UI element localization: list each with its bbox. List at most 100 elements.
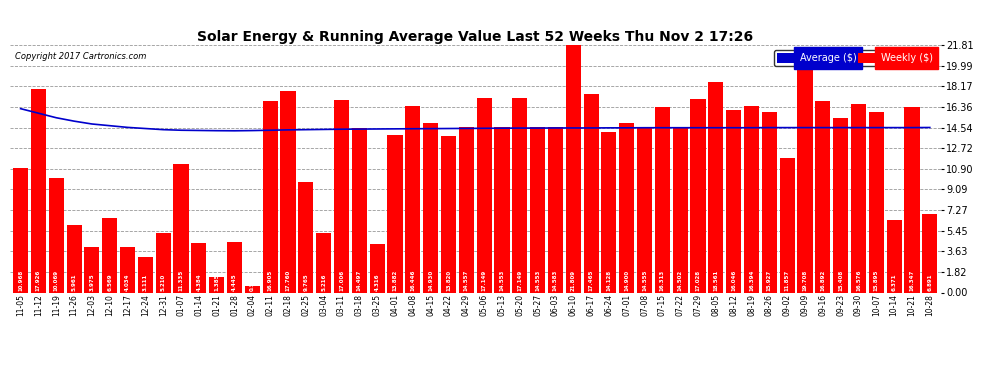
Bar (565, 45, 581, 292)
Bar (351, 128, 367, 292)
Bar (262, 100, 278, 292)
Text: Copyright 2017 Cartronics.com: Copyright 2017 Cartronics.com (15, 53, 146, 62)
Bar (387, 135, 403, 292)
Text: 14.557: 14.557 (463, 269, 469, 291)
Bar (316, 233, 332, 292)
Bar (851, 104, 866, 292)
Text: 5.216: 5.216 (321, 273, 326, 291)
Text: 4.384: 4.384 (196, 273, 201, 291)
Text: 17.006: 17.006 (339, 270, 344, 291)
Text: 18.561: 18.561 (714, 270, 719, 291)
Text: 16.446: 16.446 (410, 269, 415, 291)
Text: 9.765: 9.765 (303, 273, 308, 291)
Text: 10.069: 10.069 (53, 270, 58, 291)
Text: 13.882: 13.882 (392, 270, 397, 291)
Bar (815, 101, 831, 292)
Text: 0.554: 0.554 (249, 273, 254, 291)
Bar (601, 132, 617, 292)
Text: 6.891: 6.891 (928, 273, 933, 291)
Bar (102, 218, 117, 292)
Bar (173, 164, 189, 292)
Legend: Average ($), Weekly ($): Average ($), Weekly ($) (774, 50, 936, 66)
Text: 6.371: 6.371 (892, 273, 897, 291)
Text: 4.316: 4.316 (374, 273, 379, 291)
Text: 16.046: 16.046 (732, 270, 737, 291)
Bar (512, 98, 528, 292)
Text: 6.569: 6.569 (107, 273, 112, 291)
Text: 14.553: 14.553 (536, 269, 541, 291)
Text: 4.445: 4.445 (232, 273, 237, 291)
Bar (423, 123, 439, 292)
Bar (49, 178, 63, 292)
Bar (708, 82, 724, 292)
Bar (672, 128, 688, 292)
Bar (155, 233, 171, 292)
Bar (923, 214, 938, 292)
Text: 1.385: 1.385 (214, 273, 219, 291)
Bar (227, 242, 243, 292)
Text: 4.034: 4.034 (125, 273, 130, 291)
Bar (441, 136, 456, 292)
Text: 17.149: 17.149 (517, 270, 523, 291)
Text: 14.900: 14.900 (625, 270, 630, 291)
Bar (690, 99, 706, 292)
Text: 15.895: 15.895 (874, 269, 879, 291)
Bar (298, 182, 314, 292)
Bar (834, 118, 848, 292)
Bar (458, 127, 474, 292)
Title: Solar Energy & Running Average Value Last 52 Weeks Thu Nov 2 17:26: Solar Energy & Running Average Value Las… (197, 30, 753, 44)
Bar (13, 168, 28, 292)
Bar (619, 123, 635, 292)
Text: 11.335: 11.335 (178, 270, 183, 291)
Text: 14.128: 14.128 (607, 270, 612, 291)
Text: 15.927: 15.927 (767, 270, 772, 291)
Text: 14.555: 14.555 (643, 269, 647, 291)
Bar (530, 128, 545, 292)
Text: 16.347: 16.347 (910, 269, 915, 291)
Text: 16.394: 16.394 (749, 269, 754, 291)
Text: 14.553: 14.553 (499, 269, 505, 291)
Bar (191, 243, 207, 292)
Bar (743, 106, 759, 292)
Bar (583, 94, 599, 292)
Text: 17.149: 17.149 (481, 270, 487, 291)
Text: 13.820: 13.820 (446, 270, 451, 291)
Text: 21.809: 21.809 (571, 270, 576, 291)
Bar (726, 110, 742, 292)
Text: 17.465: 17.465 (589, 269, 594, 291)
Text: 17.926: 17.926 (36, 270, 41, 291)
Text: 17.760: 17.760 (285, 270, 290, 291)
Bar (66, 225, 81, 292)
Bar (138, 257, 153, 292)
Text: 5.961: 5.961 (71, 273, 76, 291)
Bar (654, 107, 670, 292)
Text: 19.708: 19.708 (803, 270, 808, 291)
Bar (369, 243, 385, 292)
Bar (779, 158, 795, 292)
Bar (334, 99, 349, 292)
Bar (797, 69, 813, 292)
Text: 14.497: 14.497 (356, 269, 361, 291)
Bar (887, 220, 902, 292)
Bar (761, 112, 777, 292)
Bar (84, 248, 99, 292)
Text: 16.576: 16.576 (856, 269, 861, 291)
Text: 3.111: 3.111 (143, 273, 148, 291)
Text: 14.583: 14.583 (553, 269, 558, 291)
Bar (547, 127, 563, 292)
Text: 5.210: 5.210 (160, 273, 165, 291)
Bar (405, 106, 421, 292)
Text: 17.028: 17.028 (696, 270, 701, 291)
Text: 14.502: 14.502 (678, 270, 683, 291)
Bar (31, 89, 46, 292)
Text: 14.930: 14.930 (428, 270, 434, 291)
Text: 3.975: 3.975 (89, 273, 94, 291)
Text: 11.857: 11.857 (785, 270, 790, 291)
Text: 16.892: 16.892 (821, 270, 826, 291)
Bar (245, 286, 260, 292)
Bar (905, 107, 920, 292)
Text: 15.408: 15.408 (839, 270, 843, 291)
Bar (476, 98, 492, 292)
Bar (280, 91, 296, 292)
Bar (120, 247, 136, 292)
